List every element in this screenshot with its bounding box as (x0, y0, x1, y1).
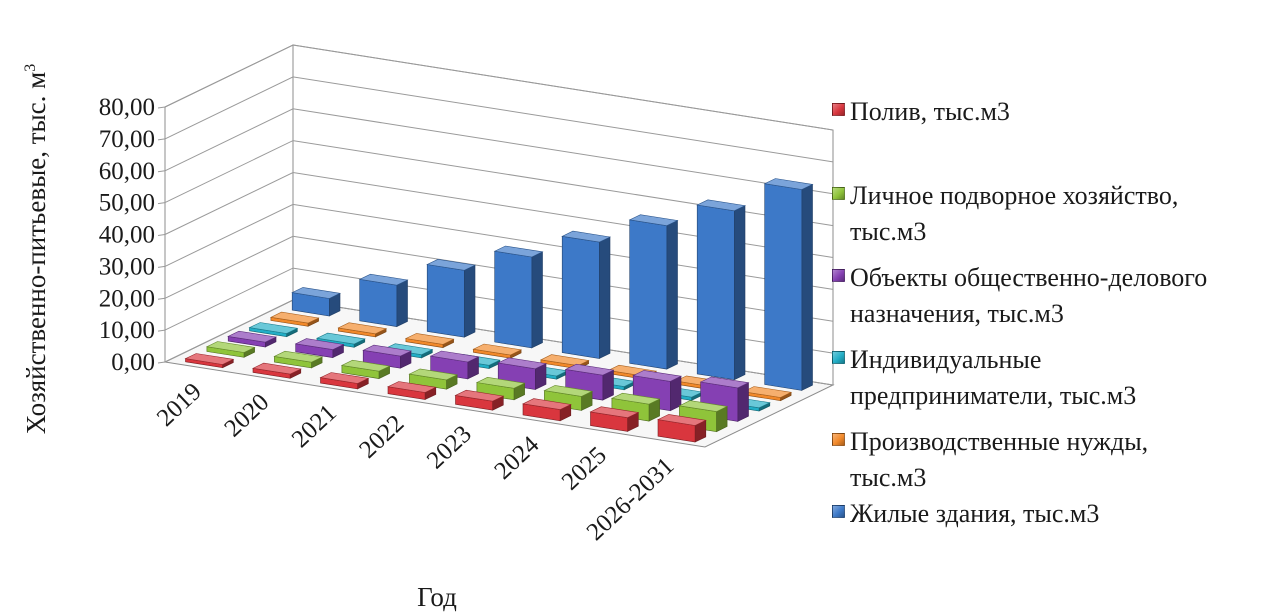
chart-canvas: 0,00 10,00 20,00 30,00 40,00 50,00 60,00 70,00 8… (21, 44, 835, 612)
y-tick-mark (157, 170, 166, 173)
bar (205, 341, 256, 358)
bar (408, 368, 459, 390)
gridline (164, 76, 834, 163)
legend-label: Полив, тыс.м3 (850, 97, 1010, 126)
y-axis-title-text: Хозяйственно-питьевые, тыс. м (21, 72, 51, 434)
bar (763, 178, 814, 391)
bar (522, 398, 572, 422)
y-tick-mark (157, 329, 166, 332)
y-tick-mark (157, 361, 166, 364)
bar (252, 362, 302, 379)
bar (493, 245, 544, 349)
bar (561, 230, 612, 359)
bar (248, 322, 299, 338)
y-tick-mark (157, 265, 166, 268)
legend-label: Жилые здания, тыс.м3 (850, 499, 1100, 528)
legend-item: Индивидуальные предприниматели, тыс.м3 (832, 342, 1136, 414)
x-tick-label: 2024 (489, 431, 544, 485)
bar (291, 287, 341, 317)
chart-bars (184, 178, 814, 443)
bar (315, 332, 366, 348)
bar (426, 258, 476, 338)
legend-swatch (832, 351, 845, 364)
x-axis-title: Год (417, 582, 457, 612)
legend-item: Объекты общественно-делового назначения,… (832, 260, 1207, 332)
y-tick-mark (157, 297, 166, 300)
bar (497, 357, 547, 390)
x-tick-label: 2019 (152, 378, 207, 432)
legend-label: Производственные нужды, тыс.м3 (850, 427, 1149, 492)
gridline (164, 140, 834, 227)
gridline (164, 108, 834, 195)
bar (657, 414, 707, 443)
bar (543, 385, 594, 411)
y-tick-mark (157, 106, 166, 109)
y-tick-label: 80,00 (99, 94, 155, 121)
legend-swatch (832, 187, 845, 200)
y-tick-label: 10,00 (99, 317, 155, 344)
bar (319, 372, 370, 390)
bar (294, 338, 345, 359)
bar (454, 389, 505, 411)
y-axis-title-sup: 3 (22, 64, 39, 72)
gridline (164, 44, 834, 131)
y-tick-label: 70,00 (99, 126, 155, 153)
legend-swatch (832, 269, 845, 282)
x-tick-label: 2020 (219, 389, 274, 443)
y-tick-label: 40,00 (99, 222, 155, 249)
y-tick-label: 20,00 (99, 285, 155, 312)
y-tick-mark (157, 138, 166, 141)
bar (475, 376, 526, 401)
bar (269, 311, 320, 327)
x-tick-label: 2022 (354, 410, 409, 464)
bar (337, 322, 388, 338)
x-tick-label: 2021 (287, 399, 342, 453)
bar (227, 330, 277, 348)
bar (628, 214, 679, 370)
legend-item: Жилые здания, тыс.м3 (832, 496, 1099, 532)
bar (404, 333, 455, 349)
y-tick-mark (157, 202, 166, 205)
legend-item: Производственные нужды, тыс.м3 (832, 424, 1148, 496)
y-tick-label: 0,00 (111, 349, 155, 376)
bar (340, 359, 391, 380)
y-tick-label: 50,00 (99, 190, 155, 217)
legend-label: Индивидуальные предприниматели, тыс.м3 (850, 345, 1137, 410)
legend-swatch (832, 103, 845, 116)
bar (742, 386, 793, 402)
y-tick-label: 60,00 (99, 158, 155, 185)
y-axis-title: Хозяйственно-питьевые, тыс. м3 (21, 64, 51, 434)
y-tick-label: 30,00 (99, 253, 155, 280)
y-tick-mark (157, 234, 166, 236)
legend-swatch (832, 433, 845, 446)
bar (273, 350, 324, 369)
x-tick-label: 2023 (422, 420, 477, 474)
bar (184, 353, 235, 369)
bar (696, 199, 746, 381)
bar (358, 273, 409, 328)
legend-item: Полив, тыс.м3 (832, 94, 1010, 130)
y-axis-ticks: 0,00 10,00 20,00 30,00 40,00 50,00 60,00 70,00 8… (99, 94, 155, 376)
bar (387, 381, 437, 400)
legend-label: Объекты общественно-делового назначения,… (850, 263, 1208, 328)
legend-label: Личное подворное хозяйство, тыс.м3 (850, 181, 1179, 246)
bar (472, 343, 523, 359)
legend-item: Личное подворное хозяйство, тыс.м3 (832, 178, 1178, 250)
legend-swatch (832, 505, 845, 518)
x-tick-label: 2025 (557, 442, 612, 496)
bar (589, 406, 640, 432)
